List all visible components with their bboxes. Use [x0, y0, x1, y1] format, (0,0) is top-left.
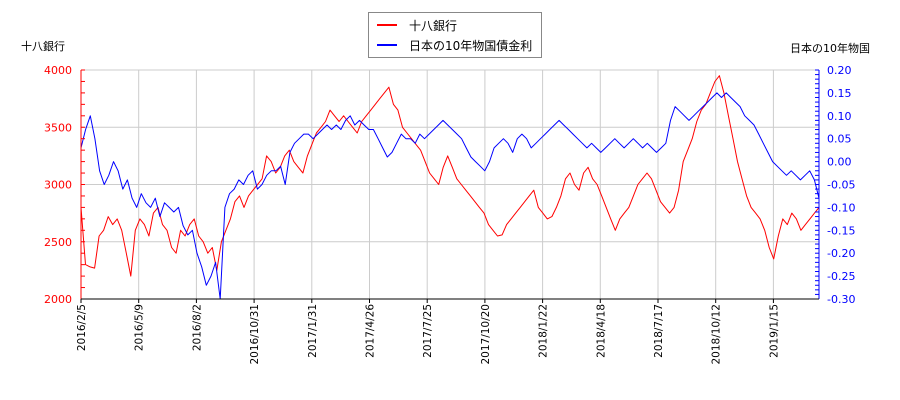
legend-swatch-red	[377, 24, 397, 26]
right-tick-label: -0.05	[827, 179, 855, 192]
left-axis-title: 十八銀行	[21, 40, 65, 53]
jgb-10y-line	[80, 92, 820, 300]
x-tick-label: 2016/10/31	[249, 304, 261, 365]
right-tick-label: -0.30	[827, 293, 855, 306]
x-tick-label: 2016/2/5	[76, 304, 88, 351]
x-tick-label: 2019/1/15	[768, 304, 780, 358]
right-tick-label: -0.15	[827, 224, 855, 237]
x-tick-label: 2018/4/18	[595, 304, 607, 358]
left-tick-label: 3500	[44, 121, 72, 134]
axes: 2016/2/5 2016/5/9 2016/8/2 2016/10/31 2017/1…	[44, 64, 855, 365]
x-tick-label: 2017/1/31	[307, 304, 319, 358]
x-tick-label: 2017/7/25	[422, 304, 434, 358]
legend-label: 日本の10年物国債金利	[409, 38, 533, 53]
juhachi-bank-line	[80, 75, 820, 277]
legend-item-jgb-10y: 日本の10年物国債金利	[369, 37, 532, 53]
right-tick-label: -0.20	[827, 247, 855, 260]
legend-swatch-blue	[377, 44, 397, 46]
right-tick-label: 0.05	[827, 133, 852, 146]
legend: 十八銀行 日本の10年物国債金利	[368, 12, 542, 58]
x-tick-label: 2017/4/26	[365, 304, 377, 358]
x-tick-label: 2016/8/2	[191, 304, 203, 351]
x-tick-label: 2018/1/22	[538, 304, 550, 358]
left-tick-label: 3000	[44, 179, 72, 192]
x-tick-label: 2018/7/17	[653, 304, 665, 358]
right-tick-label: 0.10	[827, 110, 852, 123]
right-tick-label: -0.25	[827, 270, 855, 283]
left-tick-label: 4000	[44, 64, 72, 77]
x-tick-label: 2018/10/12	[711, 304, 723, 365]
right-tick-label: 0.00	[827, 156, 852, 169]
legend-item-juhachi-bank: 十八銀行	[369, 17, 457, 33]
x-tick-label: 2017/10/20	[480, 304, 492, 365]
right-tick-label: 0.20	[827, 64, 852, 77]
right-tick-label: 0.15	[827, 87, 852, 100]
x-tick-label: 2016/5/9	[134, 304, 146, 351]
right-tick-label: -0.10	[827, 201, 855, 214]
left-tick-label: 2500	[44, 236, 72, 249]
legend-label: 十八銀行	[409, 18, 458, 33]
series-lines	[80, 75, 820, 300]
gridlines	[81, 69, 819, 299]
left-tick-label: 2000	[44, 293, 72, 306]
right-axis-title: 日本の10年物国	[790, 42, 870, 55]
